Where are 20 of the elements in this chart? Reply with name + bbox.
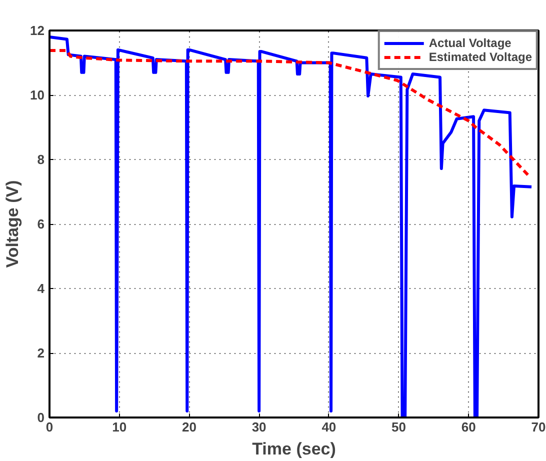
line-series [50, 35, 534, 418]
x-tick-label: 30 [252, 420, 266, 434]
legend-label: Estimated Voltage [428, 50, 532, 64]
x-tick-label: 70 [531, 420, 546, 434]
y-tick-label: 10 [30, 88, 45, 102]
legend-label: Actual Voltage [428, 36, 512, 50]
x-tick-label: 20 [182, 420, 196, 434]
y-tick-label: 12 [30, 23, 45, 38]
x-axis-title: Time (sec) [252, 440, 336, 458]
x-tick-label: 60 [461, 420, 476, 434]
y-tick-label: 2 [37, 346, 45, 360]
x-tick-label: 10 [112, 420, 127, 434]
y-tick-label: 8 [37, 152, 45, 167]
y-tick-label: 6 [37, 216, 45, 232]
line-series [50, 48, 532, 179]
y-tick-label: 4 [37, 281, 46, 296]
y-tick-label: 0 [37, 410, 45, 425]
x-tick-label: 50 [392, 420, 406, 434]
x-tick-label: 40 [322, 420, 336, 434]
y-axis-title: Voltage (V) [3, 180, 22, 268]
